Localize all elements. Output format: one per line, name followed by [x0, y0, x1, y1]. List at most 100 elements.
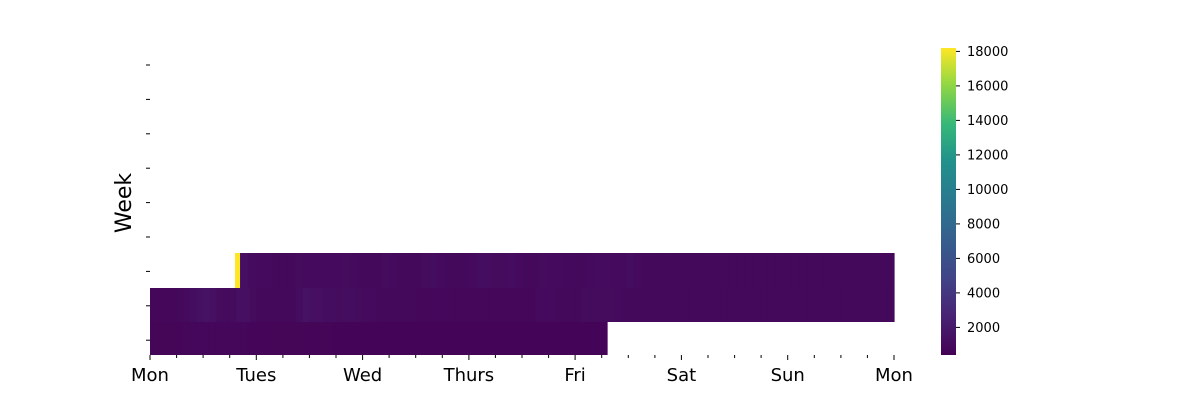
x-tick-label: Mon — [131, 365, 169, 386]
heatmap-cell — [761, 288, 769, 322]
heatmap-cell — [262, 288, 271, 322]
heatmap-cell — [302, 288, 311, 322]
heatmap-cell — [318, 253, 328, 288]
colorbar-tick-label: 2000 — [967, 321, 1000, 336]
heatmap-cell — [827, 288, 835, 322]
heatmap-cell — [287, 322, 295, 355]
heatmap-cell — [781, 288, 789, 322]
heatmap-cell — [300, 322, 308, 355]
heatmap-cell — [422, 288, 430, 322]
heatmap-cell — [378, 322, 386, 355]
heatmap-cell — [409, 288, 417, 322]
heatmap-cell — [202, 322, 210, 355]
heatmap-cell — [316, 288, 324, 322]
heatmap-cell — [280, 322, 288, 355]
heatmap-cell — [358, 322, 367, 355]
heatmap-cell — [484, 253, 493, 288]
heatmap-cell — [541, 288, 550, 322]
heatmap-cell — [580, 322, 589, 355]
heatmap-cell — [195, 322, 203, 355]
heatmap-cell — [448, 288, 457, 322]
heatmap-cell — [371, 322, 380, 355]
heatmap-cell — [878, 253, 887, 288]
heatmap-cell — [326, 253, 336, 288]
heatmap-cell — [767, 288, 776, 322]
heatmap-cell — [289, 288, 297, 322]
colorbar — [941, 48, 956, 355]
heatmap-cell — [358, 253, 367, 288]
heatmap-cell — [276, 288, 284, 322]
heatmap-cell — [437, 322, 445, 355]
x-tick-label: Wed — [343, 365, 382, 386]
heatmap-cell — [712, 253, 722, 288]
x-tick-label: Sun — [771, 365, 805, 386]
heatmap-cell — [260, 322, 269, 355]
heatmap-cell — [720, 253, 730, 288]
heatmap-cell — [791, 253, 801, 288]
heatmap-cell — [169, 288, 178, 322]
heatmap-cell — [854, 253, 864, 288]
heatmap-cell — [741, 288, 749, 322]
heatmap-cell — [375, 288, 384, 322]
heatmap-cell — [350, 253, 359, 288]
heatmap-cell — [150, 322, 158, 355]
heatmap-cell — [807, 253, 816, 288]
heatmap-cell — [469, 322, 478, 355]
x-tick-label: Sat — [667, 365, 697, 386]
heatmap-cell — [326, 322, 334, 355]
heatmap-cell — [602, 253, 611, 288]
heatmap-cell — [241, 322, 249, 355]
heatmap-cell — [515, 253, 525, 288]
heatmap-cell — [528, 288, 536, 322]
heatmap-cell — [240, 253, 249, 288]
heatmap-cell — [747, 288, 756, 322]
heatmap-cell — [618, 253, 627, 288]
heatmap-cell — [382, 288, 390, 322]
heatmap-cell — [369, 288, 377, 322]
heatmap-cell — [697, 253, 706, 288]
colorbar-tick-label: 4000 — [967, 286, 1000, 301]
heatmap-cell — [870, 253, 879, 288]
heatmap-cell — [838, 253, 848, 288]
heatmap-cell — [475, 288, 483, 322]
heatmap-cell — [306, 322, 314, 355]
heatmap-cell — [615, 288, 623, 322]
heatmap-cell — [229, 288, 237, 322]
x-axis-tick-labels: Mon Tues Wed Thurs Fri Sat Sun Mon — [131, 365, 913, 386]
heatmap-cell — [254, 322, 262, 355]
heatmap-cell — [673, 253, 682, 288]
heatmap-cell — [463, 322, 471, 355]
heatmap-cell — [476, 253, 485, 288]
heatmap-cell — [531, 253, 541, 288]
colorbar-tick-label: 12000 — [967, 148, 1008, 163]
heatmap-cell — [274, 322, 282, 355]
heatmap-cell — [421, 253, 430, 288]
heatmap-cell — [595, 288, 603, 322]
heatmap-cell — [688, 288, 696, 322]
heatmap-cell — [342, 288, 350, 322]
heatmap-cell — [443, 322, 451, 355]
heatmap-cell — [496, 322, 504, 355]
heatmap-cell — [586, 253, 596, 288]
heatmap-cell — [296, 288, 304, 322]
heatmap-cell — [801, 288, 809, 322]
heatmap-cell — [163, 288, 171, 322]
heatmap-cell — [575, 288, 583, 322]
heatmap-cell — [752, 253, 761, 288]
heatmap-cell — [509, 322, 517, 355]
heatmap-cell — [468, 288, 477, 322]
heatmap-cell — [862, 253, 871, 288]
heatmap-cell — [389, 288, 397, 322]
heatmap-cell — [209, 288, 218, 322]
heatmap-cell — [794, 288, 802, 322]
colorbar-tick-label: 14000 — [967, 114, 1008, 129]
x-tick-label: Mon — [875, 365, 913, 386]
heatmap-cell — [522, 288, 530, 322]
heatmap-cell — [840, 288, 849, 322]
heatmap-cell — [216, 288, 224, 322]
heatmap-cell — [555, 288, 563, 322]
heatmap-cell — [243, 288, 251, 322]
heatmap-cell — [452, 253, 462, 288]
heatmap-cell — [169, 322, 177, 355]
